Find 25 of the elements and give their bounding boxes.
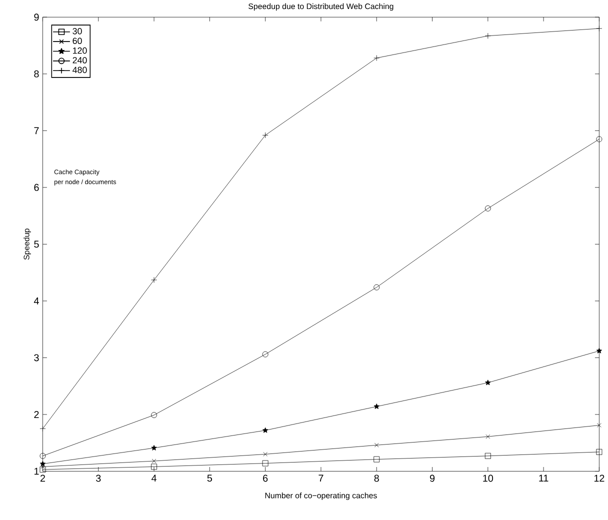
y-tick-label: 6 <box>34 184 39 191</box>
legend-label: 480 <box>72 66 87 74</box>
y-tick-label: 5 <box>34 240 39 248</box>
x-tick-label: 9 <box>430 474 435 482</box>
y-tick-label: 3 <box>34 354 39 362</box>
y-tick-label: 1 <box>34 468 39 475</box>
y-tick-label: 7 <box>34 127 39 134</box>
y-tick-label: 2 <box>34 411 39 418</box>
x-tick-label: 7 <box>318 474 324 482</box>
y-tick-label: 4 <box>34 298 39 304</box>
x-tick-label: 3 <box>96 474 101 482</box>
x-tick-label: 11 <box>539 474 548 482</box>
x-tick-label: 12 <box>594 474 604 482</box>
legend-label: 30 <box>72 28 82 34</box>
legend-label: 120 <box>73 47 87 54</box>
x-tick-label: 6 <box>263 474 268 482</box>
x-tick-label: 5 <box>207 474 212 482</box>
legend-label: 240 <box>72 57 87 64</box>
x-tick-label: 2 <box>40 474 45 482</box>
y-tick-label: 8 <box>34 70 39 78</box>
x-tick-label: 10 <box>483 474 494 482</box>
y-tick-label: 9 <box>34 14 39 21</box>
x-tick-label: 4 <box>152 474 156 482</box>
x-tick-label: 8 <box>374 474 379 482</box>
legend-label: 60 <box>72 38 82 44</box>
